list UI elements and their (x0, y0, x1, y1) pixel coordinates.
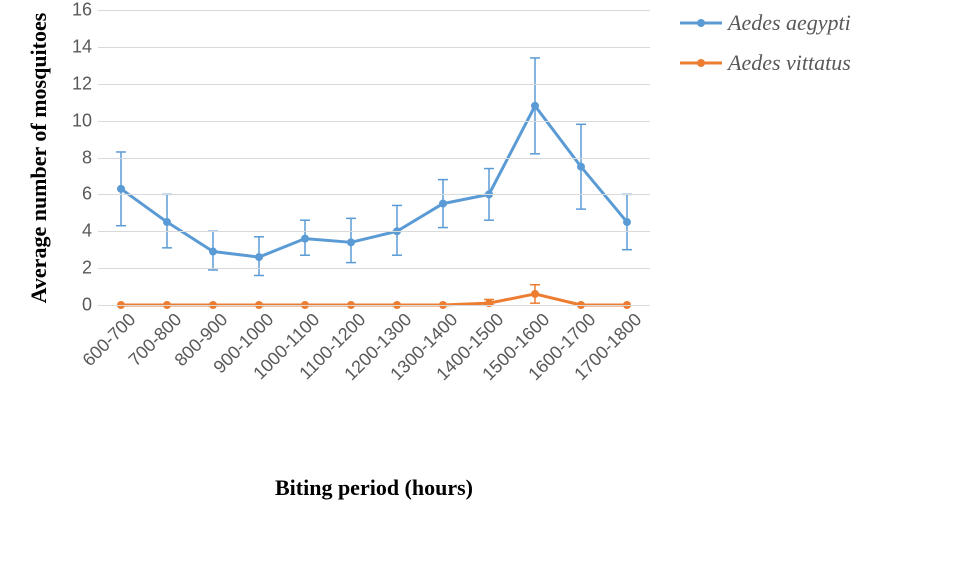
gridline (98, 84, 650, 85)
gridline (98, 47, 650, 48)
y-tick-label: 0 (82, 295, 98, 316)
mosquito-biting-chart: 0246810121416600-700700-800800-900900-10… (0, 0, 972, 577)
data-marker (623, 218, 631, 226)
data-marker (577, 163, 585, 171)
legend: Aedes aegypti Aedes vittatus (680, 10, 851, 90)
legend-swatch (680, 17, 722, 29)
gridline (98, 194, 650, 195)
legend-label: Aedes aegypti (728, 10, 851, 36)
series-line (121, 294, 627, 305)
gridline (98, 121, 650, 122)
y-tick-label: 10 (72, 110, 98, 131)
data-marker (301, 235, 309, 243)
y-axis-title: Average number of mosquitoes (26, 12, 52, 303)
gridline (98, 305, 650, 306)
y-tick-label: 6 (82, 184, 98, 205)
y-tick-label: 14 (72, 36, 98, 57)
y-tick-label: 16 (72, 0, 98, 21)
y-tick-label: 12 (72, 73, 98, 94)
plot-area: 0246810121416600-700700-800800-900900-10… (98, 10, 650, 305)
y-tick-label: 4 (82, 221, 98, 242)
y-tick-label: 8 (82, 147, 98, 168)
legend-item: Aedes vittatus (680, 50, 851, 76)
data-marker (531, 290, 539, 298)
data-marker (347, 238, 355, 246)
gridline (98, 268, 650, 269)
data-marker (255, 253, 263, 261)
y-tick-label: 2 (82, 258, 98, 279)
data-marker (209, 248, 217, 256)
data-marker (531, 102, 539, 110)
x-axis-title: Biting period (hours) (275, 475, 473, 501)
data-marker (117, 185, 125, 193)
data-marker (439, 200, 447, 208)
gridline (98, 231, 650, 232)
gridline (98, 158, 650, 159)
data-marker (163, 218, 171, 226)
gridline (98, 10, 650, 11)
legend-label: Aedes vittatus (728, 50, 851, 76)
legend-item: Aedes aegypti (680, 10, 851, 36)
legend-swatch (680, 57, 722, 69)
series-line (121, 106, 627, 257)
